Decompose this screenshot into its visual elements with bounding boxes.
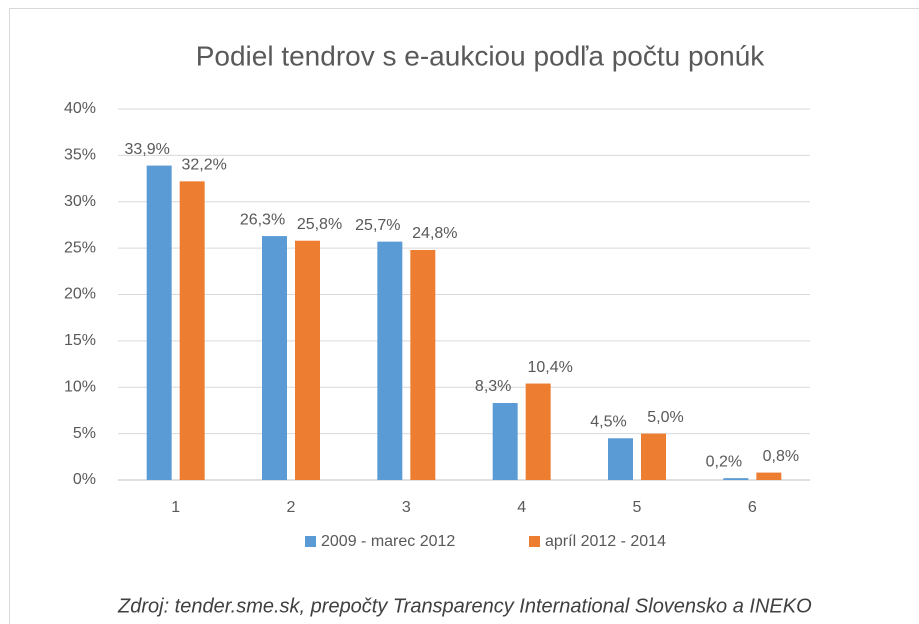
data-label: 32,2% [181,157,226,174]
source-note: Zdroj: tender.sme.sk, prepočty Transpare… [117,595,812,617]
y-tick-label: 40% [64,100,96,117]
data-label: 33,9% [124,141,169,158]
y-tick-label: 10% [64,378,96,395]
legend-swatch [529,536,540,547]
bar [146,165,172,480]
bar [525,383,551,480]
frame [9,8,919,624]
y-tick-label: 20% [64,286,96,303]
data-label: 5,0% [647,409,683,426]
bar [641,433,666,480]
y-tick-label: 15% [64,332,96,349]
y-tick-label: 30% [64,193,96,210]
x-tick-label: 2 [287,499,296,516]
data-label: 0,2% [706,453,742,470]
x-tick-label: 4 [517,499,526,516]
y-tick-label: 35% [64,147,96,164]
data-label: 8,3% [475,378,511,395]
bar [410,249,436,480]
data-label: 26,3% [240,211,285,228]
bar [608,438,633,480]
bar [295,240,320,480]
y-tick-label: 0% [73,471,96,488]
y-tick-label: 25% [64,239,96,256]
data-label: 10,4% [527,359,572,376]
chart-title: Podiel tendrov s e-aukciou podľa počtu p… [196,40,766,71]
x-tick-label: 1 [171,499,180,516]
bar [377,241,403,480]
data-label: 24,8% [412,225,457,242]
bar [492,403,518,480]
x-tick-label: 5 [633,499,642,516]
data-label: 25,7% [355,217,400,234]
x-tick-label: 6 [748,499,757,516]
data-label: 25,8% [297,216,342,233]
bar [179,181,205,480]
x-tick-label: 3 [402,499,411,516]
data-label: 0,8% [763,448,799,465]
legend-label: apríl 2012 - 2014 [545,533,666,550]
bar [262,236,287,480]
bar [723,478,749,480]
bar [756,472,782,480]
data-label: 4,5% [590,413,626,430]
legend-swatch [305,536,316,547]
y-tick-label: 5% [73,425,96,442]
legend-label: 2009 - marec 2012 [321,533,455,550]
